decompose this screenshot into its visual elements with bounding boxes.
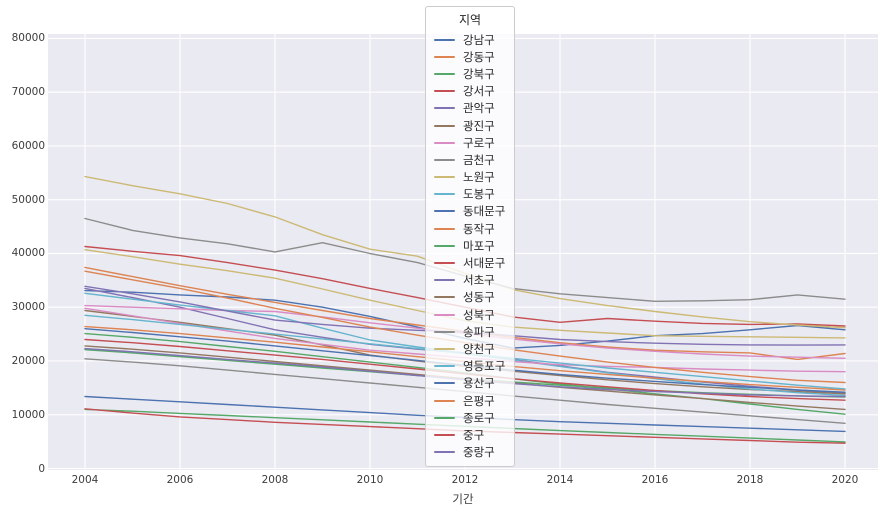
legend-swatch-icon [434, 347, 455, 350]
legend-item-광진구: 광진구 [426, 117, 514, 134]
legend-item-용산구: 용산구 [426, 375, 514, 392]
legend-title: 지역 [458, 13, 482, 27]
legend-label: 용산구 [463, 376, 495, 391]
x-tick-label: 2010 [356, 474, 384, 486]
legend-label: 구로구 [463, 135, 495, 150]
y-tick-label: 10000 [11, 408, 45, 421]
legend-label: 노원구 [463, 170, 495, 185]
legend-item-구로구: 구로구 [426, 134, 514, 151]
y-tick-label: 70000 [11, 86, 45, 99]
legend-label: 강서구 [463, 84, 495, 99]
x-tick-label: 2012 [451, 474, 479, 486]
legend-item-서초구: 서초구 [426, 272, 514, 289]
legend-swatch-icon [434, 313, 455, 316]
legend-label: 중랑구 [463, 445, 495, 460]
x-tick-label: 2008 [261, 474, 289, 486]
y-tick-label: 80000 [11, 32, 45, 45]
legend-swatch-icon [434, 262, 455, 265]
legend-item-서대문구: 서대문구 [426, 254, 514, 271]
legend-label: 강동구 [463, 49, 495, 64]
legend-item-강남구: 강남구 [426, 31, 514, 48]
x-tick-label: 2006 [166, 474, 194, 486]
legend-label: 동작구 [463, 221, 495, 236]
legend-label: 관악구 [463, 101, 495, 116]
legend-swatch-icon [434, 416, 455, 419]
legend-label: 은평구 [463, 393, 495, 408]
legend-swatch-icon [434, 296, 455, 299]
y-tick-label: 30000 [11, 301, 45, 314]
legend-label: 영등포구 [463, 359, 506, 374]
legend-label: 동대문구 [463, 204, 506, 219]
legend-item-동작구: 동작구 [426, 220, 514, 237]
legend-item-성북구: 성북구 [426, 306, 514, 323]
x-axis-label: 기간 [452, 492, 474, 506]
legend-swatch-icon [434, 193, 455, 196]
legend-swatch-icon [434, 399, 455, 402]
legend-label: 강남구 [463, 32, 495, 47]
legend-swatch-icon [434, 382, 455, 385]
legend-item-노원구: 노원구 [426, 169, 514, 186]
legend-swatch-icon [434, 210, 455, 213]
legend-label: 서초구 [463, 273, 495, 288]
legend-item-동대문구: 동대문구 [426, 203, 514, 220]
y-tick-label: 40000 [11, 247, 45, 260]
legend-swatch-icon [434, 279, 455, 282]
legend-item-금천구: 금천구 [426, 151, 514, 168]
legend-item-중랑구: 중랑구 [426, 444, 514, 461]
legend-swatch-icon [434, 55, 455, 58]
legend-swatch-icon [434, 244, 455, 247]
legend-item-관악구: 관악구 [426, 100, 514, 117]
legend-swatch-icon [434, 330, 455, 333]
legend-item-강동구: 강동구 [426, 48, 514, 65]
legend-swatch-icon [434, 158, 455, 161]
legend-item-송파구: 송파구 [426, 323, 514, 340]
legend-label: 광진구 [463, 118, 495, 133]
legend-label: 서대문구 [463, 256, 506, 271]
y-tick-label: 50000 [11, 193, 45, 206]
y-tick-label: 20000 [11, 354, 45, 367]
legend-item-영등포구: 영등포구 [426, 358, 514, 375]
legend-item-은평구: 은평구 [426, 392, 514, 409]
legend-swatch-icon [434, 433, 455, 436]
legend-label: 중구 [463, 427, 485, 442]
legend-swatch-icon [434, 124, 455, 127]
legend-item-강북구: 강북구 [426, 65, 514, 82]
legend-label: 종로구 [463, 410, 495, 425]
legend-label: 도봉구 [463, 187, 495, 202]
legend-label: 강북구 [463, 66, 495, 81]
legend-item-종로구: 종로구 [426, 409, 514, 426]
legend-swatch-icon [434, 90, 455, 93]
legend-item-성동구: 성동구 [426, 289, 514, 306]
legend-label: 성동구 [463, 290, 495, 305]
x-tick-label: 2018 [736, 474, 764, 486]
x-tick-label: 2020 [831, 474, 859, 486]
legend-label: 성북구 [463, 307, 495, 322]
legend-item-도봉구: 도봉구 [426, 186, 514, 203]
y-tick-label: 60000 [11, 139, 45, 152]
legend-swatch-icon [434, 72, 455, 75]
legend-swatch-icon [434, 227, 455, 230]
legend-swatch-icon [434, 365, 455, 368]
legend-item-마포구: 마포구 [426, 237, 514, 254]
legend-swatch-icon [434, 451, 455, 454]
legend-label: 송파구 [463, 324, 495, 339]
legend-item-강서구: 강서구 [426, 83, 514, 100]
y-tick-label: 0 [38, 462, 45, 475]
legend-swatch-icon [434, 141, 455, 144]
legend-label: 양천구 [463, 341, 495, 356]
legend-label: 금천구 [463, 152, 495, 167]
x-tick-label: 2004 [71, 474, 99, 486]
legend-item-양천구: 양천구 [426, 340, 514, 357]
legend-swatch-icon [434, 176, 455, 179]
legend-swatch-icon [434, 107, 455, 110]
legend-item-중구: 중구 [426, 426, 514, 443]
legend-label: 마포구 [463, 238, 495, 253]
x-tick-label: 2014 [546, 474, 574, 486]
legend-swatch-icon [434, 38, 455, 41]
x-tick-label: 2016 [641, 474, 669, 486]
